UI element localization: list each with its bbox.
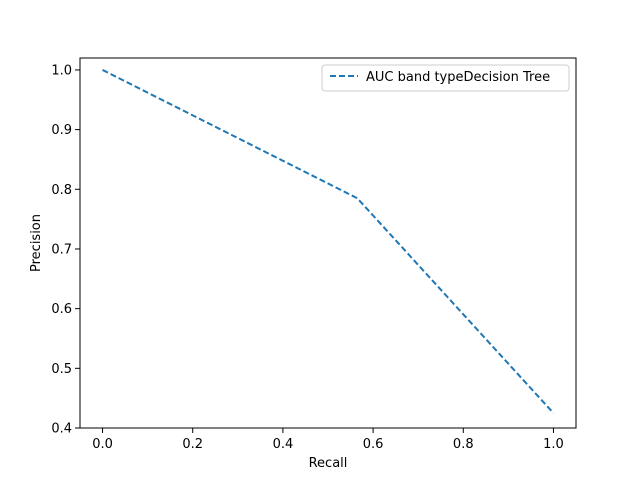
series-layer — [102, 69, 555, 414]
x-axis: 0.0 0.2 0.4 0.6 0.8 1.0 — [92, 428, 564, 452]
y-tick-label: 0.5 — [51, 362, 72, 377]
legend: AUC band typeDecision Tree — [321, 64, 570, 92]
x-tick-label: 0.0 — [92, 437, 113, 452]
y-axis: 0.4 0.5 0.6 0.7 0.8 0.9 1.0 — [51, 63, 80, 437]
y-tick-label: 1.0 — [51, 63, 72, 78]
x-tick-label: 1.0 — [543, 437, 564, 452]
y-tick-label: 0.6 — [51, 302, 72, 317]
legend-label: AUC band typeDecision Tree — [366, 70, 550, 85]
y-axis-label: Precision — [29, 214, 44, 272]
plot-frame — [79, 57, 577, 429]
y-tick-label: 0.8 — [51, 183, 72, 198]
y-tick-label: 0.7 — [51, 242, 72, 257]
x-tick-label: 0.8 — [453, 437, 474, 452]
x-tick-label: 0.6 — [363, 437, 384, 452]
x-axis-label: Recall — [309, 456, 348, 471]
plot-area — [80, 58, 576, 428]
y-tick-label: 0.9 — [51, 123, 72, 138]
x-tick-label: 0.4 — [273, 437, 294, 452]
legend-box — [321, 64, 570, 92]
series-line — [102, 69, 555, 414]
x-tick-label: 0.2 — [182, 437, 203, 452]
y-tick-label: 0.4 — [51, 422, 72, 437]
